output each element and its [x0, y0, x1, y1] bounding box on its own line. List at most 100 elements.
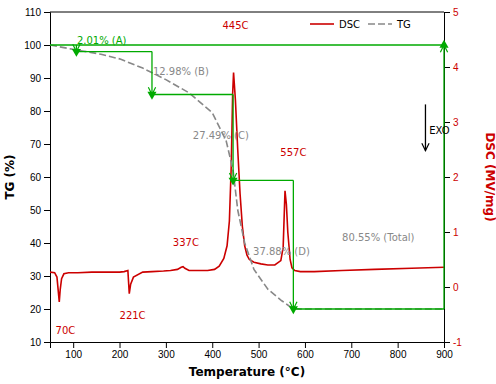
tick-mark — [44, 111, 50, 112]
tick: 900 — [436, 342, 453, 360]
tick-label: 100 — [65, 349, 82, 360]
legend-swatch — [310, 23, 334, 25]
tick-mark — [444, 122, 450, 123]
tick-mark — [44, 144, 50, 145]
tick-label: 80 — [30, 106, 42, 117]
tick: 500 — [251, 342, 268, 360]
tick-label: 90 — [30, 73, 42, 84]
tick-label: 100 — [24, 40, 41, 51]
tick-mark — [44, 12, 50, 13]
tick: 100 — [24, 40, 50, 51]
tick: 30 — [30, 271, 50, 282]
tick: 20 — [30, 304, 50, 315]
tick: 0 — [444, 282, 459, 293]
series-line — [50, 45, 444, 309]
tick-mark — [259, 342, 260, 348]
legend-label: DSC — [339, 19, 360, 30]
tick-label: 500 — [251, 349, 268, 360]
tick-mark — [44, 342, 50, 343]
annotation: 2.01% (A) — [77, 35, 127, 46]
step-marker — [147, 92, 156, 100]
step-marker — [72, 49, 81, 57]
tick-label: 50 — [30, 205, 42, 216]
annotation: 37.88% (D) — [253, 246, 310, 257]
tick-mark — [44, 243, 50, 244]
step-level — [152, 94, 233, 95]
tick-mark — [398, 342, 399, 348]
x-axis: 100 200 300 400 500 600 700 800 900 — [51, 342, 454, 360]
annotation-arrow — [425, 104, 426, 150]
tick: 300 — [158, 342, 175, 360]
step-level — [293, 308, 444, 309]
steps — [50, 40, 449, 315]
step-marker — [229, 178, 238, 186]
tick: 600 — [297, 342, 314, 360]
tick: 200 — [112, 342, 129, 360]
tick: 70 — [30, 139, 50, 150]
tick: 800 — [390, 342, 407, 360]
tick: 5 — [444, 7, 459, 18]
annotation: 27.49% (C) — [193, 130, 249, 141]
tick-mark — [305, 342, 306, 348]
tick-mark — [44, 45, 50, 46]
legend-item: DSC — [310, 19, 360, 30]
tick-label: 200 — [112, 349, 129, 360]
tick: 1 — [444, 227, 459, 238]
tick-mark — [44, 276, 50, 277]
x-axis-line — [51, 343, 445, 349]
tick-label: 3 — [453, 117, 459, 128]
tick: 60 — [30, 172, 50, 183]
annotation: EXO — [429, 125, 450, 136]
tick-mark — [44, 78, 50, 79]
annotation: 12.98% (B) — [153, 66, 209, 77]
tick-mark — [212, 342, 213, 348]
step-marker — [289, 306, 298, 314]
step-marker — [439, 40, 448, 48]
x-axis-title: Temperature (°C) — [189, 365, 305, 379]
annotations: 2.01% (A)12.98% (B)27.49% (C)37.88% (D)8… — [56, 20, 450, 336]
tick-label: 900 — [436, 349, 453, 360]
step-drop — [443, 45, 444, 309]
tick-label: 400 — [204, 349, 221, 360]
tick-label: 30 — [30, 271, 42, 282]
series-line — [50, 73, 444, 302]
tick-label: 1 — [453, 227, 459, 238]
tick-mark — [166, 342, 167, 348]
annotation: 445C — [222, 20, 248, 31]
tick-label: 40 — [30, 238, 42, 249]
tick-label: 700 — [343, 349, 360, 360]
legend-label: TG — [396, 19, 411, 30]
tick-label: 4 — [453, 62, 459, 73]
annotation: 221C — [120, 310, 146, 321]
tick-mark — [73, 342, 74, 348]
legend-swatch — [368, 23, 392, 25]
y2-axis: -1012345 — [444, 7, 462, 348]
tick-label: 20 — [30, 304, 42, 315]
legend: DSC TG — [310, 19, 411, 30]
tick-mark — [44, 177, 50, 178]
tick-mark — [44, 309, 50, 310]
tick-mark — [444, 177, 450, 178]
y-axis-title: TG (%) — [3, 154, 17, 199]
legend-item: TG — [368, 19, 411, 30]
step-level — [76, 51, 152, 52]
tick-mark — [351, 342, 352, 348]
tick-mark — [444, 67, 450, 68]
tick-mark — [120, 342, 121, 348]
tick: 110 — [25, 7, 50, 18]
tick: 2 — [444, 172, 459, 183]
tick: 100 — [65, 342, 82, 360]
tick-label: 0 — [453, 282, 459, 293]
tick-label: 300 — [158, 349, 175, 360]
tick-label: 800 — [390, 349, 407, 360]
tick: 4 — [444, 62, 459, 73]
y-axis-line — [44, 13, 51, 343]
tick-label: 10 — [30, 337, 42, 348]
frame-top — [50, 12, 444, 13]
tick: 40 — [30, 238, 50, 249]
y2-axis-title: DSC (MV/mg) — [483, 132, 496, 221]
tick: 80 — [30, 106, 50, 117]
annotation: 70C — [56, 325, 76, 336]
plot: 1002003004005006007008009001020304050607… — [24, 7, 462, 360]
tick-mark — [44, 210, 50, 211]
